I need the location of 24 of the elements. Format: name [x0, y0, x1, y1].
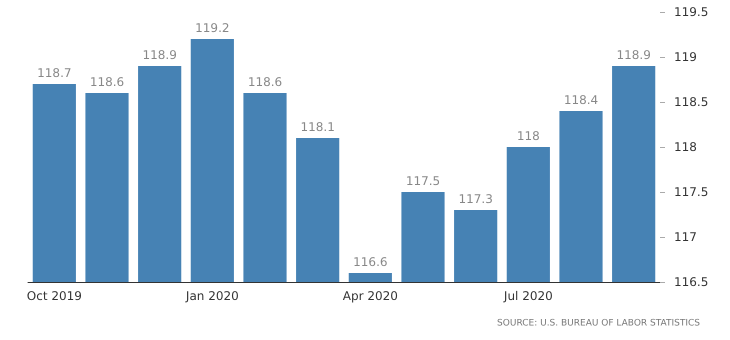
y-tick-label: 118.5 — [674, 95, 708, 109]
x-tick-label: Jul 2020 — [502, 289, 553, 303]
data-label: 118.6 — [90, 75, 124, 89]
data-label: 118.9 — [616, 48, 651, 62]
data-label: 117.5 — [406, 174, 440, 188]
y-tick-label: 117.5 — [674, 185, 708, 199]
data-label: 118.9 — [142, 48, 177, 62]
y-tick-label: 117 — [674, 230, 697, 244]
y-tick-label: 119 — [674, 50, 697, 64]
x-tick-label: Jan 2020 — [184, 289, 239, 303]
data-label: 118.1 — [300, 120, 335, 134]
data-label: 118.7 — [37, 66, 72, 80]
data-label: 118.4 — [564, 93, 598, 107]
y-tick-label: 118 — [674, 140, 697, 154]
source-note: SOURCE: U.S. BUREAU OF LABOR STATISTICS — [497, 318, 700, 328]
y-tick-label: 116.5 — [674, 275, 708, 289]
data-label: 118.6 — [248, 75, 282, 89]
data-label: 116.6 — [353, 255, 388, 269]
data-label: 117.3 — [458, 192, 493, 206]
y-tick-label: 119.5 — [674, 5, 708, 19]
x-tick-label: Apr 2020 — [342, 289, 398, 303]
x-tick-label: Oct 2019 — [26, 289, 82, 303]
data-label: 118 — [516, 129, 540, 143]
data-label: 119.2 — [195, 21, 230, 35]
